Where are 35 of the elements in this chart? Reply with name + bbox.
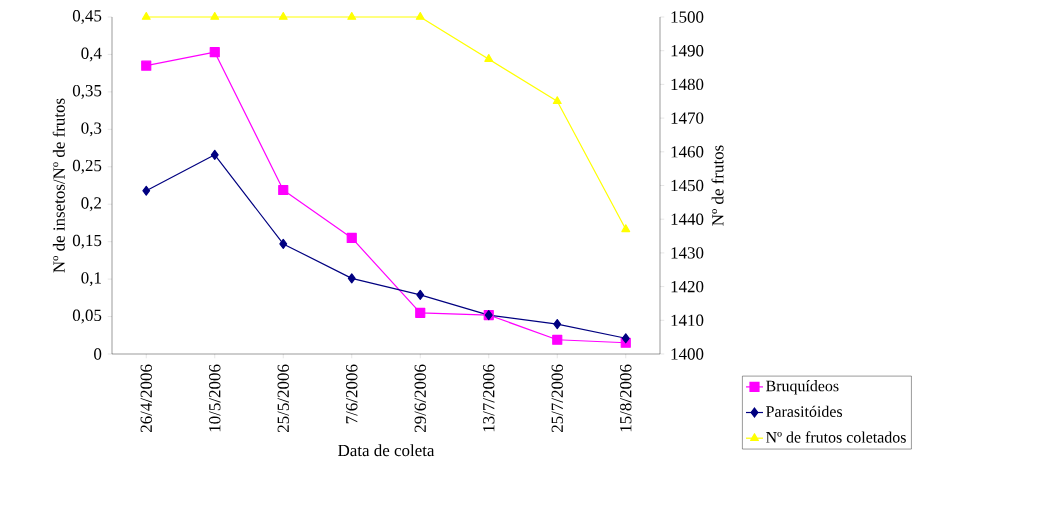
y-tick-label: 0,2 — [81, 197, 101, 212]
y-tick-label: 0,3 — [81, 122, 102, 137]
y2-tick-label: 1470 — [671, 112, 704, 124]
y-axis-title: Nº de insetos/Nº de frutos — [52, 98, 65, 273]
y-tick-label: 0,45 — [72, 10, 102, 24]
y2-tick-label: 1430 — [671, 247, 704, 259]
y2-tick-label: 1480 — [671, 78, 704, 91]
legend-label: Parasitóides — [766, 405, 843, 417]
x-tick-label: 25/7/2006 — [551, 364, 563, 433]
y2-tick-label: 1400 — [671, 348, 704, 360]
legend-label: Bruquídeos — [766, 380, 839, 395]
x-tick-label: 25/5/2006 — [277, 364, 289, 433]
x-tick-label: 13/7/2006 — [483, 364, 495, 432]
y2-tick-label: 1450 — [671, 179, 704, 192]
x-tick-label: 29/6/2006 — [414, 364, 426, 433]
y-tick-label: 0,05 — [72, 309, 102, 324]
y-tick-label: 0,35 — [72, 84, 102, 99]
x-axis-title: Data de coleta — [338, 444, 435, 457]
y-tick-label: 0,1 — [81, 272, 101, 287]
y-tick-label: 0,25 — [72, 159, 102, 174]
y2-tick-label: 1420 — [671, 280, 704, 293]
y-tick-label: 0,15 — [72, 234, 102, 249]
legend-label: Nº de frutos coletados — [766, 431, 906, 443]
y2-axis-title: Nº de frutos — [711, 145, 724, 226]
x-tick-label: 7/6/2006 — [346, 364, 358, 424]
y2-tick-label: 1410 — [671, 314, 704, 327]
y-tick-label: 0,4 — [81, 47, 102, 62]
x-tick-label: 10/5/2006 — [209, 364, 221, 432]
x-tick-label: 15/8/2006 — [620, 364, 632, 432]
y2-tick-label: 1460 — [671, 146, 704, 158]
y-tick-label: 0 — [94, 348, 102, 360]
x-tick-label: 26/4/2006 — [140, 364, 152, 433]
y2-tick-label: 1500 — [671, 11, 704, 23]
y2-tick-label: 1440 — [671, 213, 704, 225]
y2-tick-label: 1490 — [671, 44, 704, 57]
